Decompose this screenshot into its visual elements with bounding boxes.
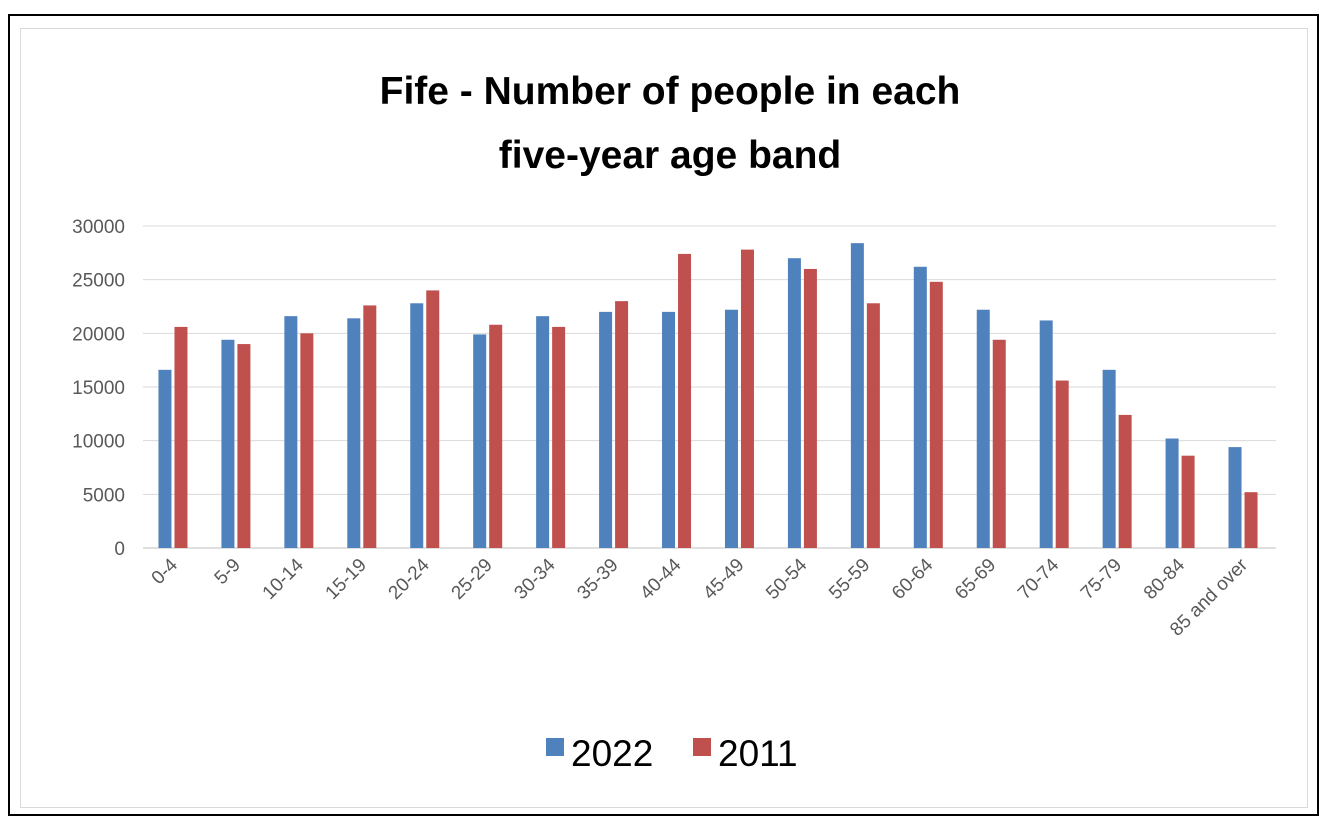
bar-2022-15-19 bbox=[347, 318, 361, 548]
bar-2011-35-39 bbox=[615, 301, 629, 548]
x-tick-label: 65-69 bbox=[951, 555, 1000, 604]
x-tick-label: 45-49 bbox=[699, 555, 748, 604]
legend-swatch-2022 bbox=[546, 738, 564, 756]
x-tick-label: 25-29 bbox=[448, 555, 497, 604]
x-tick-label: 50-54 bbox=[762, 554, 812, 604]
bar-2022-20-24 bbox=[410, 303, 424, 548]
bar-2022-25-29 bbox=[473, 334, 487, 548]
bar-2011-70-74 bbox=[1055, 380, 1069, 548]
bar-2011-85-and-over bbox=[1244, 492, 1258, 548]
bar-2022-5-9 bbox=[221, 339, 235, 548]
bar-2022-40-44 bbox=[662, 311, 676, 548]
chart-title-line-1: Fife - Number of people in each bbox=[379, 70, 961, 113]
bar-2022-80-84 bbox=[1165, 438, 1179, 548]
bar-2011-5-9 bbox=[237, 344, 251, 548]
bar-2022-35-39 bbox=[599, 311, 613, 548]
bar-2011-40-44 bbox=[678, 253, 692, 548]
x-tick-label: 15-19 bbox=[322, 555, 371, 604]
y-tick-label: 5000 bbox=[83, 485, 125, 506]
bar-2022-70-74 bbox=[1039, 320, 1053, 548]
y-tick-label: 30000 bbox=[72, 217, 125, 238]
legend-swatch-2011 bbox=[693, 738, 711, 756]
bar-2022-65-69 bbox=[976, 309, 990, 548]
bar-2022-75-79 bbox=[1102, 369, 1116, 548]
bar-2022-0-4 bbox=[158, 369, 172, 548]
legend-label-2022: 2022 bbox=[571, 733, 653, 774]
x-tick-label: 75-79 bbox=[1077, 555, 1126, 604]
x-tick-label: 80-84 bbox=[1140, 554, 1190, 604]
y-tick-label: 15000 bbox=[72, 378, 125, 399]
bar-2022-55-59 bbox=[850, 243, 864, 548]
y-tick-label: 10000 bbox=[72, 432, 125, 453]
bar-2011-25-29 bbox=[489, 324, 503, 548]
bar-2011-10-14 bbox=[300, 333, 314, 548]
bar-2022-10-14 bbox=[284, 316, 298, 548]
bar-2011-50-54 bbox=[803, 268, 817, 548]
x-tick-label: 40-44 bbox=[636, 554, 686, 604]
chart-title: Fife - Number of people in each five-yea… bbox=[0, 60, 1325, 188]
bar-2011-60-64 bbox=[929, 281, 943, 548]
bar-2011-75-79 bbox=[1118, 414, 1132, 548]
x-tick-label: 10-14 bbox=[259, 554, 309, 604]
bar-2011-30-34 bbox=[552, 326, 566, 548]
x-tick-label: 35-39 bbox=[573, 555, 622, 604]
x-tick-label: 5-9 bbox=[211, 555, 245, 589]
y-tick-label: 25000 bbox=[72, 271, 125, 292]
bar-2011-0-4 bbox=[174, 326, 188, 548]
x-tick-label: 70-74 bbox=[1014, 554, 1064, 604]
y-tick-label: 0 bbox=[114, 539, 125, 560]
x-tick-label: 30-34 bbox=[510, 554, 560, 604]
x-tick-label: 60-64 bbox=[888, 554, 938, 604]
bar-2011-15-19 bbox=[363, 305, 377, 548]
bar-2011-55-59 bbox=[866, 303, 880, 548]
bar-2022-50-54 bbox=[787, 258, 801, 548]
y-tick-label: 20000 bbox=[72, 324, 125, 345]
bar-2011-45-49 bbox=[740, 249, 754, 548]
chart-title-line-2: five-year age band bbox=[498, 134, 842, 177]
legend-label-2011: 2011 bbox=[718, 733, 798, 774]
x-tick-label: 20-24 bbox=[385, 554, 435, 604]
bar-2011-65-69 bbox=[992, 339, 1006, 548]
x-tick-label: 0-4 bbox=[148, 554, 183, 589]
bar-2011-80-84 bbox=[1181, 455, 1195, 548]
bar-2022-60-64 bbox=[913, 266, 927, 548]
bar-2011-20-24 bbox=[426, 290, 440, 548]
bar-2022-30-34 bbox=[536, 316, 550, 548]
x-tick-label: 55-59 bbox=[825, 555, 874, 604]
bar-2022-45-49 bbox=[724, 309, 738, 548]
bar-2022-85-and-over bbox=[1228, 447, 1242, 548]
